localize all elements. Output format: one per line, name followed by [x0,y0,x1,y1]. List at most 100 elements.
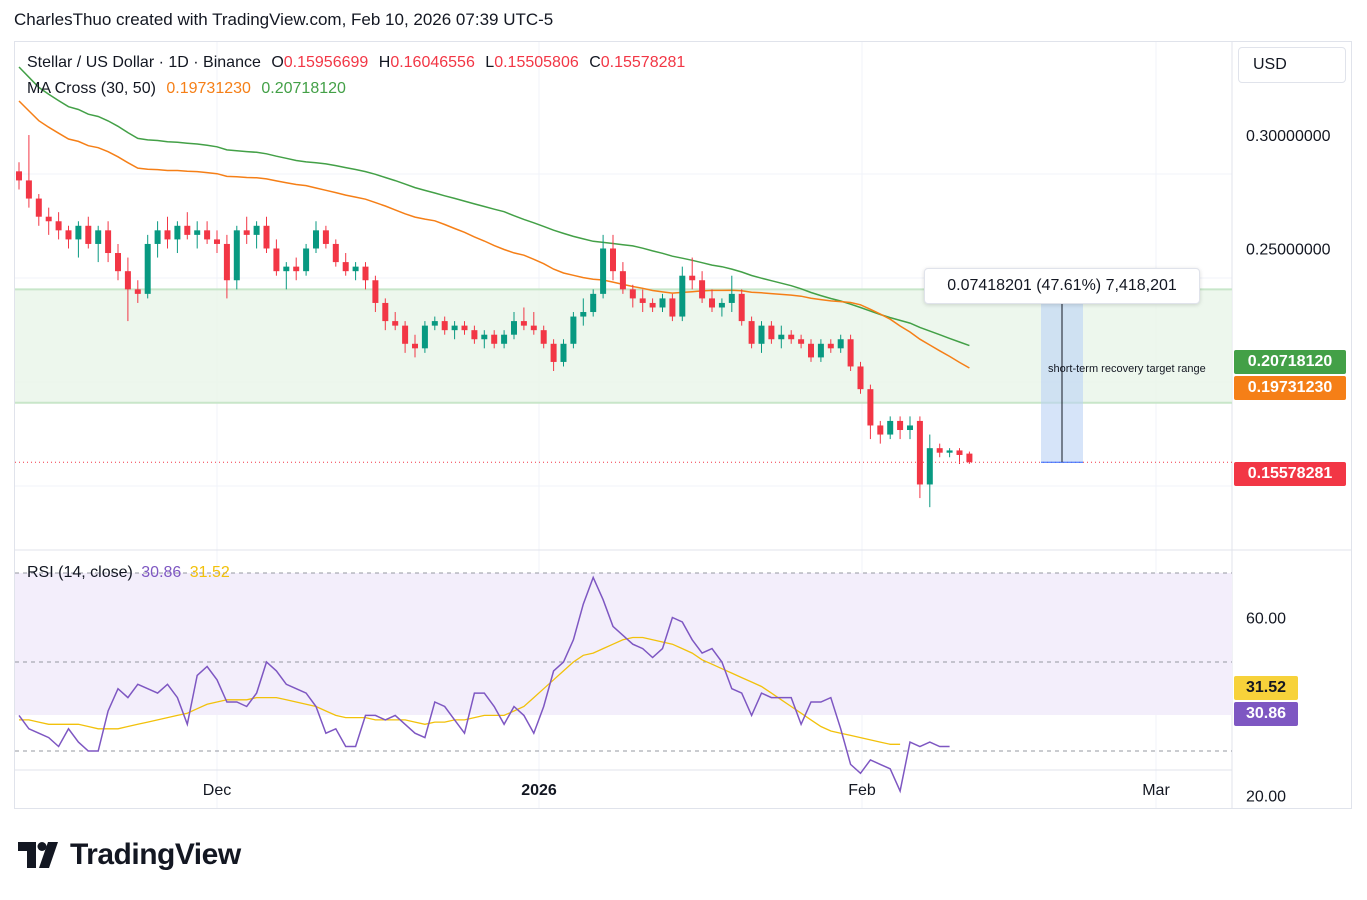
ma50-value: 0.20718120 [261,80,346,97]
candle-body [332,243,339,263]
candle-body [728,293,735,303]
ma30-value: 0.19731230 [166,80,251,97]
candle-body [679,275,686,317]
candle-body [798,339,805,344]
candle-body [174,225,181,240]
candle-body [580,312,587,317]
chart-attribution: CharlesThuo created with TradingView.com… [14,10,554,29]
candle-body [283,266,290,272]
candle-body [154,230,161,244]
chart-frame[interactable] [14,41,1352,809]
candle-body [600,248,607,294]
candle-body [322,230,329,244]
target-zone [15,289,1232,403]
candle-body [689,275,696,281]
candle-body [926,448,933,485]
time-tick-label: Dec [203,782,231,799]
low-value: 0.15505806 [494,54,579,71]
candle-body [768,325,775,340]
candle-body [808,343,814,358]
candle-body [421,325,428,349]
open-value: 0.15956699 [283,54,369,71]
candle-body [639,298,646,303]
candle-body [867,389,874,426]
close-label: C [589,54,601,71]
candle-body [501,334,508,344]
candle-body [362,266,369,281]
candle-body [709,298,715,308]
ma30-line [18,100,970,369]
price-legend: Stellar / US Dollar · 1D · Binance O0.15… [27,54,685,72]
candle-body [65,230,72,240]
candle-body [95,230,102,244]
candle-body [659,298,666,308]
currency-button[interactable]: USD [1238,47,1346,83]
candle-body [184,225,191,235]
candle-body [194,230,201,235]
rsi-value: 30.86 [141,564,182,581]
candle-body [75,225,82,240]
candle-body [55,221,62,231]
candle-body [105,230,112,254]
candle-body [748,321,755,344]
measure-tooltip: 0.07418201 (47.61%) 7,418,201 [924,268,1200,304]
candle-body [540,330,547,344]
close-price-badge: 0.15578281 [1234,462,1346,486]
candle-body [817,343,824,358]
candle-body [204,230,211,240]
candle-body [372,280,379,303]
symbol-label: Stellar / US Dollar · 1D · Binance [27,54,261,71]
ma-legend: MA Cross (30, 50) 0.19731230 0.20718120 [27,80,346,98]
candle-body [491,334,498,344]
candle-body [25,180,32,199]
rsi-line [18,575,950,794]
candle-body [511,321,517,335]
candle-body [907,425,913,431]
candle-body [936,448,943,453]
candle-body [223,243,230,281]
candle-body [471,330,478,340]
candle-body [431,321,438,326]
candle-body [412,343,418,349]
candle-body [629,289,636,299]
time-tick-label: Mar [1142,782,1170,799]
candle-body [570,316,577,344]
candle-body [392,321,399,326]
brand-name: TradingView [70,838,241,871]
candle-body [857,366,864,390]
time-tick-label: Feb [848,782,876,799]
ma50-line [18,66,970,347]
candle-body [115,253,121,272]
candle-body [837,339,844,349]
candle-body [788,334,795,340]
tradingview-logo[interactable]: TradingView [18,838,241,872]
candle-body [560,343,567,362]
candle-body [273,248,280,272]
candle-body [35,198,42,217]
time-tick-label: 2026 [521,782,557,799]
rsi-legend: RSI (14, close) 30.86 31.52 [27,564,230,582]
candle-body [887,420,894,435]
candle-body [134,289,141,294]
candle-body [610,248,616,272]
candle-body [530,325,537,331]
range-note: short-term recovery target range [1048,363,1206,375]
candle-body [342,262,349,272]
candle-body [738,293,745,322]
high-value: 0.16046556 [390,54,475,71]
candle-body [303,248,310,272]
low-label: L [485,54,495,71]
price-tick-label: 0.25000000 [1246,241,1331,258]
rsi-badge: 30.86 [1234,702,1298,726]
close-value: 0.15578281 [600,54,686,71]
candle-body [441,321,448,331]
candle-body [293,266,300,272]
candle-body [253,225,260,235]
tradingview-logo-icon [18,842,58,868]
price-tick-label: 0.30000000 [1246,128,1331,145]
candle-body [758,325,765,344]
rsi-tick-label: 60.00 [1246,611,1286,628]
candle-body [590,293,597,313]
rsi-tick-label: 20.00 [1246,789,1286,806]
